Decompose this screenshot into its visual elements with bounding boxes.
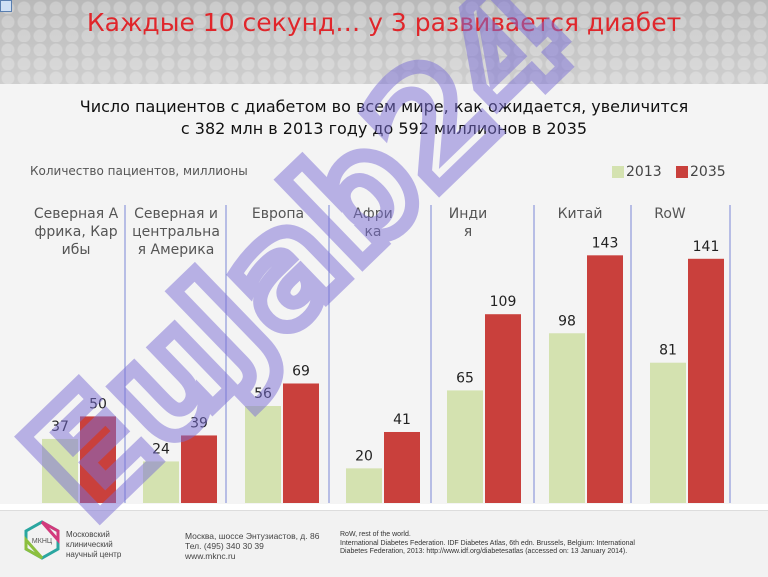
data-label-2035-0: 50 — [89, 396, 107, 412]
subtitle-line-1: Число пациентов с диабетом во всем мире,… — [79, 97, 689, 116]
bar-2013-6 — [650, 362, 686, 503]
logo-caption: Московский клинический научный центр — [66, 530, 121, 560]
source-notes: RoW, rest of the world. International Di… — [340, 531, 750, 557]
bar-2035-1 — [181, 435, 217, 503]
data-label-2013-6: 81 — [659, 343, 677, 359]
bar-2013-5 — [549, 333, 585, 503]
bar-2013-2 — [245, 406, 281, 503]
data-label-2035-1: 39 — [190, 415, 208, 431]
legend-item-2035: 2035 — [676, 164, 726, 180]
logo-line-2: клинический — [66, 540, 113, 549]
data-label-2013-3: 20 — [355, 448, 373, 464]
note-line-3: Diabetes Federation, 2013: http://www.id… — [340, 548, 628, 555]
data-label-2035-2: 69 — [292, 363, 310, 379]
data-label-2035-6: 141 — [693, 239, 720, 255]
category-label-n-africa-caribbean: Северная Африка, Карибы — [33, 206, 119, 258]
address-line-1: Москва, шоссе Энтузиастов, д. 86 — [185, 531, 320, 541]
data-label-2013-0: 37 — [51, 419, 69, 435]
legend-swatch-2035 — [676, 166, 688, 178]
corner-handle[interactable] — [0, 0, 12, 12]
legend-swatch-2013 — [612, 166, 624, 178]
page-title: Каждые 10 секунд… у 3 развивается диабет — [86, 8, 682, 37]
note-line-1: RoW, rest of the world. — [340, 531, 411, 538]
data-label-2013-2: 56 — [254, 386, 272, 402]
bar-2035-0 — [80, 416, 116, 503]
header-band — [0, 0, 768, 84]
logo-line-1: Московский — [66, 530, 110, 539]
bar-2035-4 — [485, 314, 521, 503]
category-label-n-c-america: Северная и центральная Америка — [132, 206, 220, 258]
legend-label-2035: 2035 — [690, 164, 726, 180]
note-line-2: International Diabetes Federation. IDF D… — [340, 539, 635, 547]
subtitle-line-2: с 382 млн в 2013 году до 592 миллионов в… — [180, 119, 588, 138]
category-label-china: Китай — [557, 206, 603, 222]
data-label-2013-1: 24 — [152, 441, 170, 457]
category-label-row: RoW — [654, 206, 686, 222]
data-label-2013-5: 98 — [558, 313, 576, 329]
data-label-2035-5: 143 — [592, 235, 619, 251]
logo-line-3: научный центр — [66, 550, 122, 559]
address-website-link[interactable]: www.mknc.ru — [185, 551, 236, 561]
bar-2013-0 — [42, 438, 78, 503]
address-phone: Тел. (495) 340 30 39 — [185, 541, 264, 551]
bar-2013-4 — [447, 390, 483, 503]
bar-2035-3 — [384, 431, 420, 503]
data-label-2035-3: 41 — [393, 412, 411, 428]
logo-abbrev: МКНЦ — [32, 538, 53, 545]
chart-subtitle: Число пациентов с диабетом во всем мире,… — [30, 96, 738, 140]
category-label-africa: Африка — [353, 206, 393, 240]
bar-2013-1 — [143, 461, 179, 503]
mknc-logo-icon: МКНЦ — [24, 520, 60, 560]
contact-address: Москва, шоссе Энтузиастов, д. 86 Тел. (4… — [185, 531, 319, 561]
bar-2035-5 — [587, 255, 623, 503]
data-label-2013-4: 65 — [456, 370, 474, 386]
bar-2035-2 — [283, 383, 319, 503]
footer-bar — [0, 510, 768, 577]
category-label-india: Индия — [448, 206, 488, 240]
category-label-europe: Европа — [251, 206, 305, 222]
legend-label-2013: 2013 — [626, 164, 662, 180]
bar-2013-3 — [346, 468, 382, 503]
legend-item-2013: 2013 — [612, 164, 662, 180]
bar-2035-6 — [688, 258, 724, 503]
y-axis-label: Количество пациентов, миллионы — [30, 164, 248, 178]
data-label-2035-4: 109 — [490, 294, 517, 310]
